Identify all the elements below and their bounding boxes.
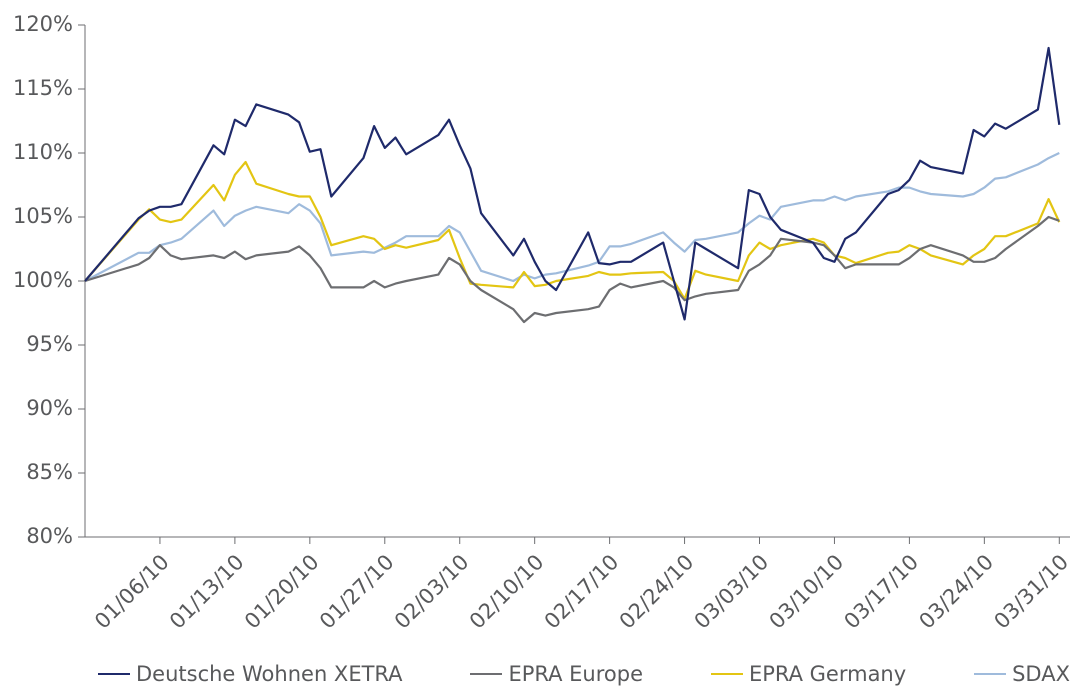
legend-label: EPRA Europe [508,662,644,686]
x-tick-label: 01/20/10 [240,550,324,634]
legend: Deutsche Wohnen XETRA EPRA Europe EPRA Ger… [0,662,1076,686]
x-tick-label: 03/17/10 [840,550,924,634]
legend-item: SDAX [974,662,1070,686]
chart: 80% 85% 90% 95% 100% 105% 110% 115% 120% 01/06/10… [13,12,1073,634]
y-tick-label: 100% [13,268,73,292]
x-tick-label: 03/03/10 [690,550,774,634]
series-line [84,160,1061,300]
legend-label: EPRA Germany [748,662,907,686]
legend-swatch [98,673,130,675]
x-tick-label: 03/24/10 [914,550,998,634]
legend-swatch [470,673,503,675]
x-tick-label: 02/24/10 [615,550,699,634]
series-line [84,152,1060,283]
legend-item: EPRA Germany [710,662,907,686]
x-tick-label: 01/13/10 [165,550,249,634]
series-line [84,46,1061,321]
y-tick-label: 95% [26,332,73,356]
series-line [84,215,1060,324]
y-tick-label: 80% [26,524,73,548]
x-tick-label: 02/17/10 [540,550,624,634]
legend-swatch [710,673,743,675]
y-tick-label: 115% [13,76,73,100]
y-tick-label: 105% [13,204,73,228]
x-tick-label: 01/27/10 [315,550,399,634]
y-tick-label: 120% [13,12,73,36]
y-tick-label: 85% [26,460,73,484]
y-tick-label: 90% [26,396,73,420]
x-tick-label: 01/06/10 [90,550,174,634]
x-tick-label: 02/03/10 [390,550,474,634]
legend-label: SDAX [1012,662,1070,686]
y-tick-label: 110% [13,140,73,164]
x-tick-label: 03/10/10 [765,550,849,634]
legend-swatch [974,673,1007,675]
x-tick-label: 02/10/10 [465,550,549,634]
legend-item: Deutsche Wohnen XETRA [98,662,403,686]
legend-label: Deutsche Wohnen XETRA [136,662,403,686]
x-tick-label: 03/31/10 [989,550,1073,634]
legend-item: EPRA Europe [470,662,643,686]
